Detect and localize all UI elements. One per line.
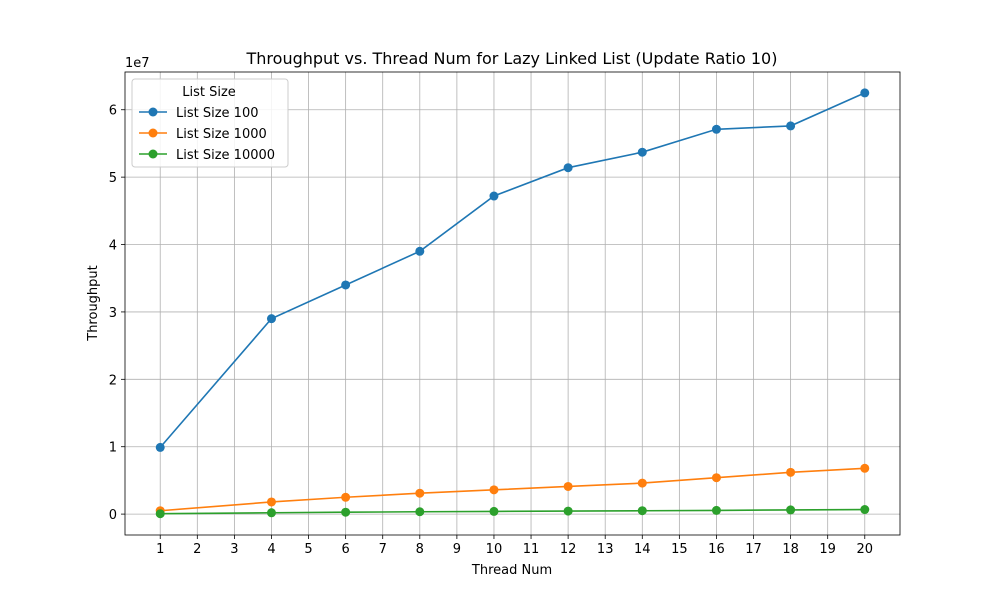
data-point	[266, 508, 276, 518]
data-point	[155, 442, 165, 452]
x-tick-label: 5	[304, 542, 312, 557]
data-point	[563, 506, 573, 516]
legend-item: List Size 100	[139, 106, 259, 121]
x-tick-label: 9	[453, 542, 461, 557]
legend-label: List Size 10000	[176, 148, 275, 163]
data-point	[415, 246, 425, 256]
y-tick-label: 1	[109, 441, 117, 456]
data-point	[637, 506, 647, 516]
data-point	[266, 314, 276, 324]
data-point	[341, 280, 351, 290]
y-tick-label: 3	[109, 306, 117, 321]
data-point	[860, 505, 870, 515]
chart-title: Throughput vs. Thread Num for Lazy Linke…	[246, 49, 778, 68]
series-2	[155, 505, 870, 519]
x-tick-label: 6	[341, 542, 349, 557]
data-point	[711, 124, 721, 134]
data-point	[489, 506, 499, 516]
data-point	[711, 505, 721, 515]
data-point	[563, 481, 573, 491]
data-point	[786, 505, 796, 515]
legend-marker	[148, 128, 158, 138]
legend-box	[131, 78, 289, 168]
x-tick-label: 16	[708, 542, 725, 557]
x-tick-label: 17	[745, 542, 762, 557]
x-tick-label: 3	[230, 542, 238, 557]
y-tick-label: 2	[109, 373, 117, 388]
data-point	[563, 163, 573, 173]
legend-item: List Size 1000	[139, 127, 267, 142]
data-point	[786, 121, 796, 131]
legend-label: List Size 1000	[176, 127, 267, 142]
x-tick-label: 20	[856, 542, 873, 557]
data-point	[341, 492, 351, 502]
legend-items: List Size 100 List Size 1000 List Size 100…	[139, 106, 275, 163]
series-line	[160, 467, 865, 512]
x-tick-label: 11	[523, 542, 540, 557]
y-tick-label: 0	[109, 508, 117, 523]
y-axis-offset-label: 1e7	[125, 56, 150, 71]
plot-frame	[124, 71, 901, 536]
data-point	[341, 507, 351, 517]
data-point	[489, 485, 499, 495]
x-tick-label: 19	[819, 542, 836, 557]
data-point	[637, 147, 647, 157]
y-axis-label: Throughput	[86, 265, 101, 342]
data-point	[860, 463, 870, 473]
data-point	[415, 507, 425, 517]
series-line	[159, 92, 866, 448]
data-point	[155, 509, 165, 519]
series-0	[155, 88, 870, 452]
data-point	[711, 473, 721, 483]
data-point	[860, 88, 870, 98]
legend-title: List Size	[182, 85, 236, 100]
x-axis-label: Thread Num	[471, 563, 552, 578]
x-tick-label: 13	[597, 542, 614, 557]
legend-item: List Size 10000	[139, 148, 275, 163]
x-tick-label: 7	[379, 542, 387, 557]
data-point	[786, 467, 796, 477]
data-point	[415, 488, 425, 498]
data-point	[489, 191, 499, 201]
legend-marker	[148, 107, 158, 117]
y-tick-label: 4	[109, 239, 117, 254]
series-layer	[155, 88, 870, 519]
x-tick-label: 4	[267, 542, 275, 557]
series-1	[155, 463, 870, 516]
y-tick-label: 6	[109, 104, 117, 119]
data-point	[266, 497, 276, 507]
x-tick-label: 12	[560, 542, 577, 557]
x-tick-label: 14	[634, 542, 651, 557]
data-point	[637, 478, 647, 488]
x-tick-label: 10	[486, 542, 503, 557]
legend-marker	[148, 149, 158, 159]
x-tick-label: 2	[193, 542, 201, 557]
series-line	[160, 508, 865, 515]
legend-label: List Size 100	[176, 106, 259, 121]
x-tick-label: 1	[156, 542, 164, 557]
x-tick-label: 18	[782, 542, 799, 557]
x-tick-label: 8	[416, 542, 424, 557]
x-tick-label: 15	[671, 542, 688, 557]
y-tick-label: 5	[109, 171, 117, 186]
